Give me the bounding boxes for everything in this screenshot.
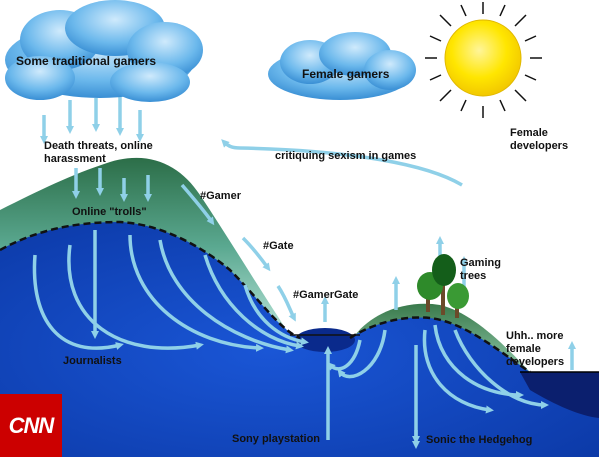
right-sea — [520, 372, 599, 418]
label-traditional-gamers: Some traditional gamers — [16, 54, 157, 68]
label-critiquing: critiquing sexism in games — [275, 150, 417, 162]
groundwater-arrows — [32, 230, 549, 414]
cnn-logo-text: CNN — [8, 412, 55, 438]
label-gate: #Gate — [263, 240, 294, 252]
trolls-arrows — [72, 168, 152, 202]
label-journalists: Journalists — [63, 355, 122, 367]
label-gamergate: #GamerGate — [293, 289, 359, 301]
gaming-trees — [417, 254, 469, 318]
label-female-developers: Female developers — [510, 127, 569, 152]
label-female-gamers: Female gamers — [302, 67, 390, 81]
female-gamers-cloud — [268, 32, 416, 100]
label-gaming-trees: Gaming trees — [460, 257, 501, 282]
gamergate-pool — [295, 328, 355, 352]
sun-icon — [425, 2, 542, 118]
label-trolls: Online "trolls" — [72, 206, 147, 218]
cnn-logo: CNN — [0, 394, 62, 457]
label-sony: Sony playstation — [232, 433, 321, 445]
label-gamer: #Gamer — [200, 190, 241, 202]
label-sonic: Sonic the Hedgehog — [426, 434, 533, 446]
evaporation-arrow — [221, 139, 463, 187]
runoff-arrows — [180, 183, 296, 322]
label-more-female-devs: Uhh.. more female developers — [506, 330, 565, 368]
traditional-gamers-cloud — [5, 0, 203, 102]
water-table-line-right — [349, 316, 531, 374]
rain-arrows — [40, 92, 144, 144]
label-death-threats: Death threats, online harassment — [44, 140, 153, 165]
water-table-line — [0, 220, 301, 340]
